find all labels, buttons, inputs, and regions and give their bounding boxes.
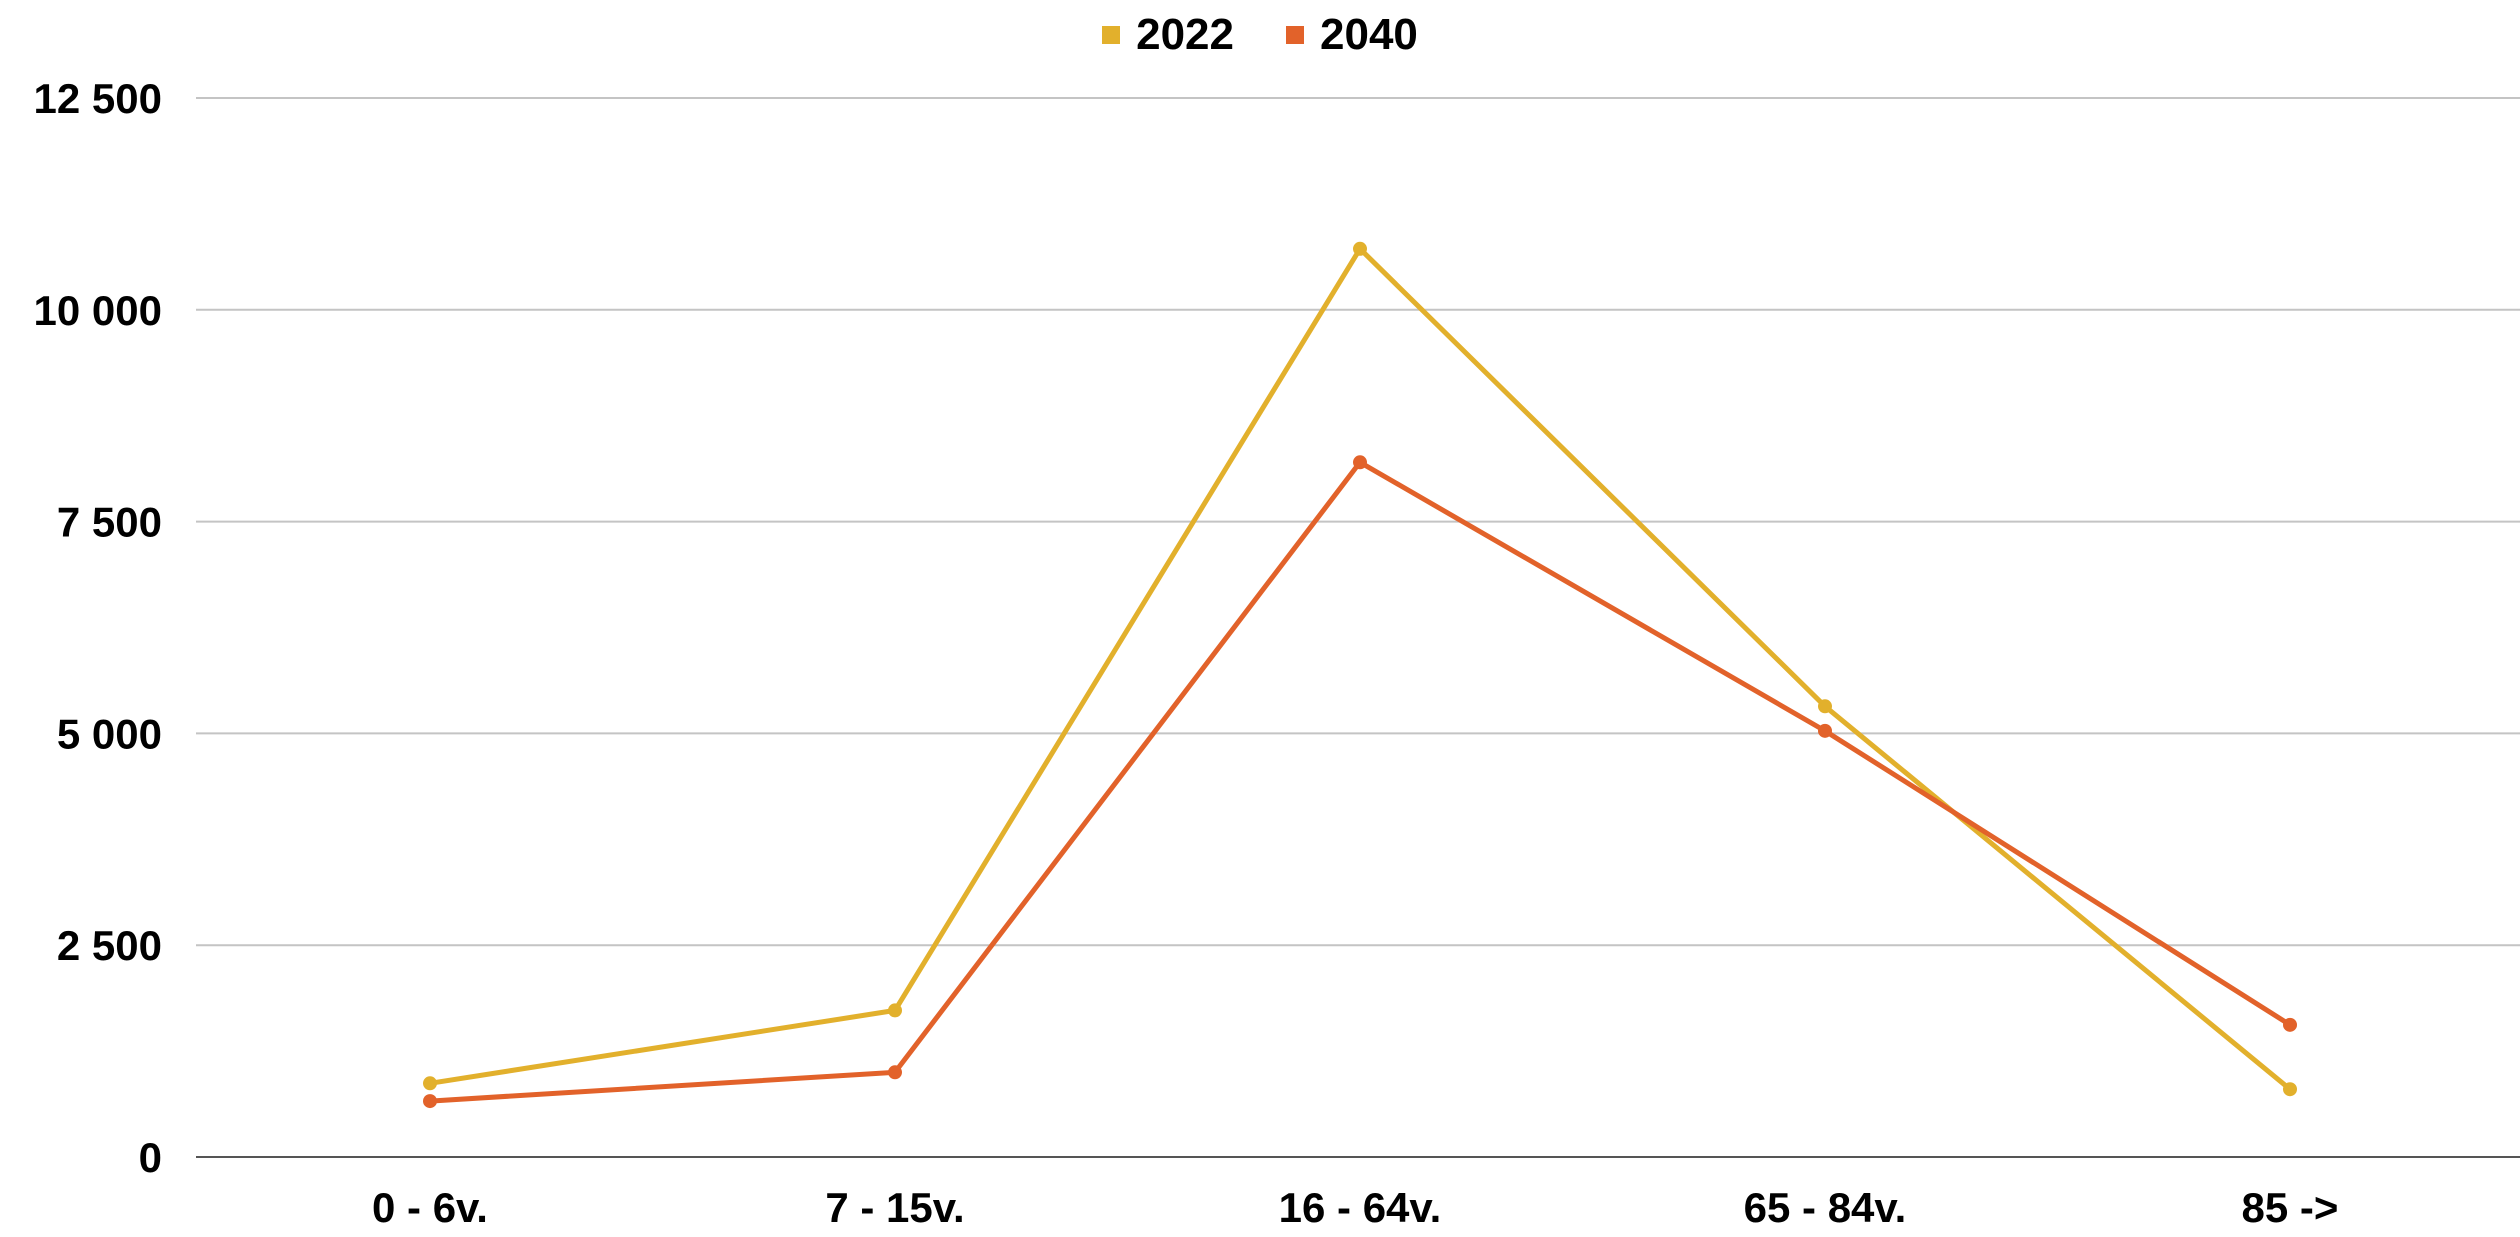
- legend-label-2040: 2040: [1320, 10, 1418, 59]
- y-tick-label: 5 000: [57, 710, 162, 757]
- legend-item-2040: 2040: [1286, 10, 1418, 60]
- chart-legend: 2022 2040: [0, 10, 2520, 60]
- series-line-2040: [427, 459, 2293, 1104]
- data-point-2040: [423, 1094, 437, 1109]
- data-point-2022: [2283, 1082, 2297, 1097]
- legend-item-2022: 2022: [1102, 10, 1234, 60]
- y-tick-label: 2 500: [57, 922, 162, 969]
- y-tick-label: 12 500: [34, 75, 162, 122]
- y-tick-label: 10 000: [34, 287, 162, 334]
- data-point-2040: [1353, 455, 1367, 470]
- data-point-2022: [1353, 241, 1367, 256]
- data-point-2022: [1818, 699, 1832, 714]
- x-tick-label: 16 - 64v.: [1279, 1184, 1442, 1231]
- data-point-2040: [1818, 723, 1832, 738]
- x-tick-label: 65 - 84v.: [1744, 1184, 1907, 1231]
- y-tick-label: 7 500: [57, 499, 162, 546]
- x-tick-label: 85 ->: [2242, 1184, 2339, 1231]
- data-point-2040: [888, 1065, 902, 1080]
- legend-swatch-2040: [1286, 26, 1304, 44]
- x-tick-label: 0 - 6v.: [372, 1184, 488, 1231]
- data-point-2022: [423, 1076, 437, 1091]
- data-point-2040: [2283, 1017, 2297, 1032]
- x-tick-label: 7 - 15v.: [825, 1184, 964, 1231]
- series-line-2022: [427, 246, 2293, 1092]
- y-tick-label: 0: [139, 1134, 162, 1181]
- data-point-2022: [888, 1003, 902, 1018]
- legend-swatch-2022: [1102, 26, 1121, 44]
- legend-label-2022: 2022: [1136, 10, 1234, 59]
